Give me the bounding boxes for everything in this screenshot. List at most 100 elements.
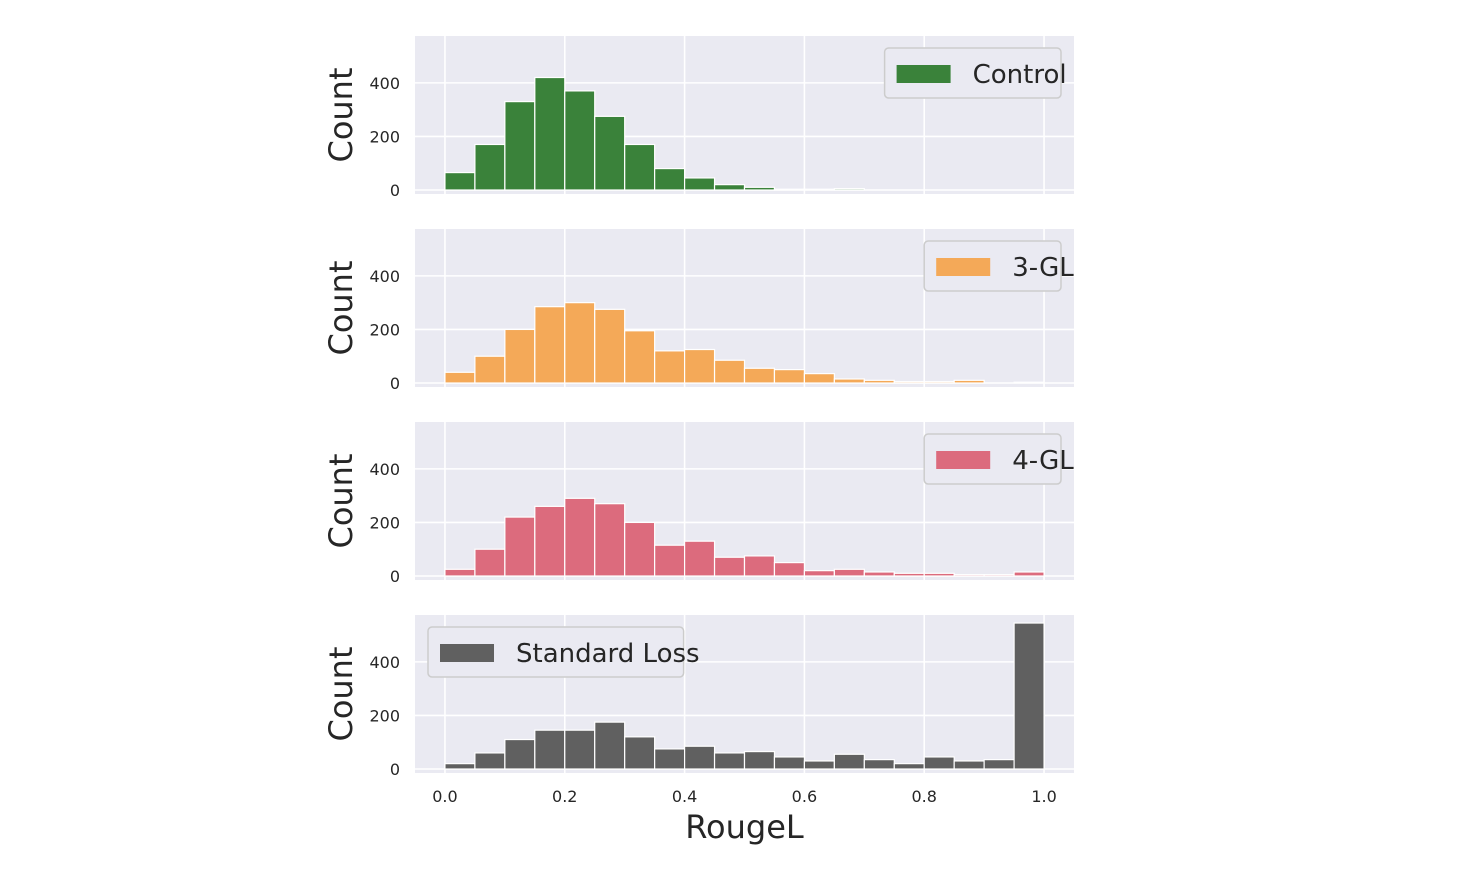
y-axis-label: Count xyxy=(322,646,360,741)
histogram-bar xyxy=(743,555,776,577)
histogram-bar xyxy=(534,729,566,770)
legend-box xyxy=(883,47,1062,99)
histogram-bar xyxy=(743,750,776,770)
histogram-bar xyxy=(534,76,566,191)
x-tick-label: 1.0 xyxy=(1031,787,1056,806)
histogram-bar xyxy=(444,763,476,770)
histogram-bar xyxy=(713,184,746,191)
histogram-bar xyxy=(743,367,776,384)
histogram-bar xyxy=(504,516,536,577)
histogram-bar xyxy=(863,379,895,384)
x-tick-label: 0.8 xyxy=(912,787,937,806)
histogram-bar xyxy=(833,378,865,384)
y-axis-label: Count xyxy=(322,260,360,355)
histogram-bar xyxy=(743,186,776,191)
histogram-bar xyxy=(534,306,566,384)
histogram-bar xyxy=(863,571,895,577)
legend-label: 4-GL xyxy=(1012,446,1074,476)
legend: Standard Loss xyxy=(427,626,700,678)
histogram-bar xyxy=(444,568,476,577)
histogram-bar xyxy=(594,115,626,191)
x-axis-label: RougeL xyxy=(685,808,804,846)
y-tick-label: 200 xyxy=(369,320,400,339)
legend-box xyxy=(923,433,1062,485)
panel-control: 0 200 400 Count Control xyxy=(322,36,1074,200)
y-axis-label: Count xyxy=(322,453,360,548)
histogram-bar xyxy=(923,572,955,577)
histogram-bar xyxy=(594,503,626,577)
histogram-bar xyxy=(654,350,686,384)
histogram-bar xyxy=(1013,381,1045,384)
legend: 3-GL xyxy=(923,240,1074,292)
histogram-bar xyxy=(773,562,806,577)
panel-3-gl: 0 200 400 Count 3-GL xyxy=(322,229,1074,393)
legend-label: 3-GL xyxy=(1012,253,1074,283)
histogram-bar xyxy=(534,505,566,577)
y-tick-label: 400 xyxy=(369,74,400,93)
legend-label: Standard Loss xyxy=(516,639,700,669)
histogram-bar xyxy=(594,721,626,770)
histogram-bar xyxy=(1013,622,1045,770)
histogram-bar xyxy=(683,540,716,577)
histogram-bar xyxy=(564,90,596,191)
x-tick-label: 0.0 xyxy=(432,787,457,806)
histogram-bar xyxy=(474,143,506,191)
histogram-bar xyxy=(803,760,835,770)
histogram-bar xyxy=(564,302,596,384)
histogram-bar xyxy=(624,521,656,577)
histogram-bar xyxy=(683,745,716,770)
histogram-bar xyxy=(893,572,925,577)
histogram-bar xyxy=(504,738,536,770)
legend: Control xyxy=(883,47,1067,99)
histogram-bar xyxy=(504,101,536,191)
histogram-bar xyxy=(1013,571,1045,577)
histogram-bar xyxy=(624,330,656,384)
legend-box xyxy=(427,626,685,678)
legend-swatch xyxy=(440,644,494,662)
y-tick-label: 0 xyxy=(390,374,400,393)
histogram-bar xyxy=(624,736,656,770)
histogram-bar xyxy=(953,379,985,384)
x-tick-label: 0.2 xyxy=(552,787,577,806)
y-tick-label: 400 xyxy=(369,267,400,286)
histogram-bar xyxy=(683,348,716,384)
x-tick-label: 0.6 xyxy=(792,787,817,806)
histogram-bar xyxy=(444,371,476,384)
histogram-bar xyxy=(803,373,835,384)
histogram-bar xyxy=(654,748,686,770)
histogram-bar xyxy=(803,188,835,191)
histogram-bar xyxy=(803,570,835,577)
histogram-bar xyxy=(863,759,895,770)
histogram-bar xyxy=(594,308,626,384)
histogram-bar xyxy=(923,756,955,770)
histogram-bar xyxy=(983,574,1015,577)
histogram-bar xyxy=(564,729,596,770)
histogram-bar xyxy=(773,188,806,191)
x-tick-label: 0.4 xyxy=(672,787,697,806)
histogram-bar xyxy=(624,143,656,191)
histogram-bar xyxy=(953,760,985,770)
histogram-bar xyxy=(654,167,686,191)
panel-4-gl: 0 200 400 Count 4-GL xyxy=(322,422,1074,586)
histogram-bar xyxy=(983,759,1015,770)
y-tick-label: 0 xyxy=(390,567,400,586)
legend-swatch xyxy=(936,451,991,469)
legend-label: Control xyxy=(973,60,1067,90)
y-tick-label: 400 xyxy=(369,460,400,479)
y-tick-label: 200 xyxy=(369,513,400,532)
y-tick-label: 0 xyxy=(390,760,400,779)
histogram-bar xyxy=(654,544,686,577)
legend-box xyxy=(923,240,1062,292)
histogram-bar xyxy=(833,568,865,577)
histogram-bar xyxy=(713,359,746,384)
y-tick-label: 0 xyxy=(390,181,400,200)
histogram-bar xyxy=(713,752,746,770)
histogram-bar xyxy=(773,756,806,770)
legend-swatch xyxy=(936,258,991,276)
histogram-bar xyxy=(833,188,865,191)
histogram-bar xyxy=(713,556,746,577)
legend-swatch xyxy=(896,65,951,83)
histogram-bar xyxy=(474,752,506,770)
